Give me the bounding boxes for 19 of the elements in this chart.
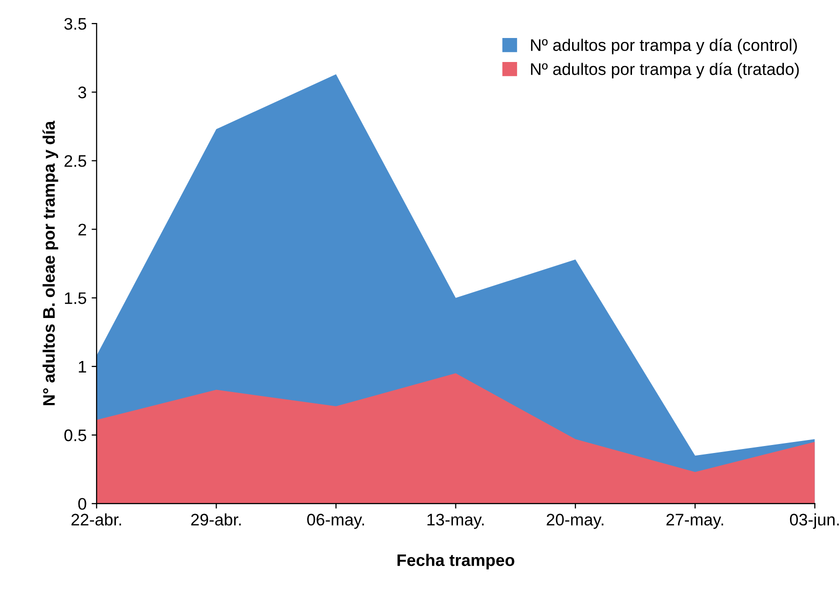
y-tick-label: 2	[78, 224, 86, 236]
y-axis-title: N° adultos B. oleae por trampa y día	[42, 120, 58, 406]
y-tick-label: 2.5	[64, 155, 86, 167]
y-tick-label: 1.5	[64, 292, 86, 304]
x-tick-label: 13-may.	[427, 514, 484, 529]
x-tick-label: 03-jun.	[790, 513, 839, 529]
x-tick-label: 29-abr.	[191, 513, 241, 526]
y-tick-label: 3.5	[64, 18, 86, 30]
y-tick-label: 0	[78, 498, 86, 510]
y-tick-label: 3	[78, 86, 86, 98]
legend-label: Nº adultos por trampa y día (tratado)	[531, 62, 799, 78]
y-tick-label: 1	[78, 361, 86, 372]
x-tick-label: 06-may.	[307, 514, 364, 529]
x-axis-title: Fecha trampeo	[398, 554, 514, 570]
x-tick-label: 22-abr.	[71, 513, 122, 526]
y-tick-label: 0.5	[64, 429, 86, 442]
x-tick-label: 27-may.	[666, 514, 724, 529]
legend-label: Nº adultos por trampa y día (control)	[531, 38, 797, 54]
x-tick-label: 20-may.	[546, 514, 604, 529]
